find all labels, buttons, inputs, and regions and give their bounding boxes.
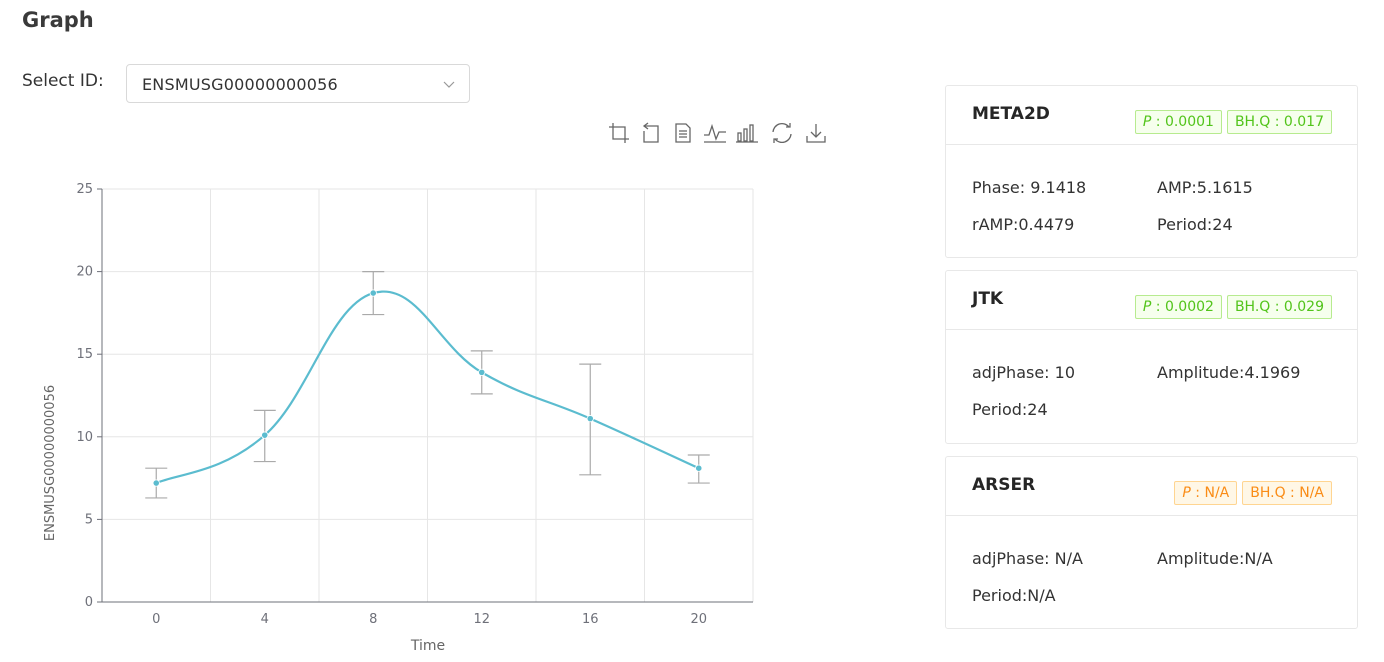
p-value-tag: P : 0.0001 <box>1134 110 1222 134</box>
amplitude-stat: Amplitude:N/A <box>1157 549 1273 568</box>
restore-button[interactable] <box>770 121 794 145</box>
chevron-down-icon <box>443 81 455 88</box>
p-value-tag: P : N/A <box>1174 481 1238 505</box>
data-point[interactable] <box>586 415 594 423</box>
x-tick-label: 0 <box>152 612 160 627</box>
x-tick-label: 12 <box>473 612 490 627</box>
y-tick-label: 0 <box>85 595 93 610</box>
restore-icon <box>772 123 792 143</box>
bhq-tag: BH.Q : N/A <box>1242 481 1332 505</box>
y-tick-label: 15 <box>76 347 93 362</box>
y-tick-label: 5 <box>85 512 93 527</box>
chart-axes: 0 5 10 15 20 25 0 4 8 12 16 20 <box>76 182 753 627</box>
y-tick-label: 10 <box>76 430 93 445</box>
significance-tags: P : 0.0001 BH.Q : 0.017 <box>1134 110 1332 134</box>
select-value: ENSMUSG00000000056 <box>142 75 338 94</box>
period-stat: Period:N/A <box>972 586 1056 605</box>
arser-card: ARSER P : N/A BH.Q : N/A adjPhase: N/A A… <box>945 456 1358 629</box>
page-title: Graph <box>22 8 94 32</box>
line-chart-button[interactable] <box>703 121 727 145</box>
significance-tags: P : N/A BH.Q : N/A <box>1174 481 1332 505</box>
chart-grid <box>102 188 754 602</box>
ramp-stat: rAMP:0.4479 <box>972 215 1075 234</box>
time-series-chart: 0 5 10 15 20 25 0 4 8 12 16 20 Time ENSMUSG00000000… <box>43 182 754 654</box>
zoom-icon <box>609 123 629 143</box>
data-point[interactable] <box>369 289 377 297</box>
data-point[interactable] <box>261 431 269 439</box>
significance-tags: P : 0.0002 BH.Q : 0.029 <box>1134 295 1332 319</box>
y-axis-title: ENSMUSG00000000056 <box>43 385 58 541</box>
period-stat: Period:24 <box>972 400 1048 419</box>
zoom-button[interactable] <box>607 121 631 145</box>
card-title: ARSER <box>972 475 1036 495</box>
period-stat: Period:24 <box>1157 215 1233 234</box>
bar-chart-button[interactable] <box>735 121 759 145</box>
bhq-tag: BH.Q : 0.017 <box>1226 110 1332 134</box>
zoom-reset-button[interactable] <box>639 121 663 145</box>
line-chart-icon <box>704 123 726 143</box>
amp-stat: AMP:5.1615 <box>1157 178 1253 197</box>
amplitude-stat: Amplitude:4.1969 <box>1157 363 1301 382</box>
card-title: META2D <box>972 104 1050 124</box>
card-header: ARSER P : N/A BH.Q : N/A <box>946 457 1357 516</box>
y-tick-label: 25 <box>76 182 93 197</box>
y-tick-label: 20 <box>76 265 93 280</box>
data-point[interactable] <box>695 464 703 472</box>
x-tick-label: 8 <box>369 612 377 627</box>
data-view-button[interactable] <box>671 121 695 145</box>
data-point[interactable] <box>152 479 160 487</box>
x-tick-label: 16 <box>582 612 599 627</box>
x-tick-label: 4 <box>261 612 269 627</box>
download-button[interactable] <box>804 121 828 145</box>
phase-stat: Phase: 9.1418 <box>972 178 1087 197</box>
card-header: JTK P : 0.0002 BH.Q : 0.029 <box>946 271 1357 330</box>
x-axis-title: Time <box>410 638 445 654</box>
gene-id-select[interactable]: ENSMUSG00000000056 <box>126 64 470 103</box>
x-tick-label: 20 <box>690 612 707 627</box>
bar-chart-icon <box>736 124 758 143</box>
adjphase-stat: adjPhase: N/A <box>972 549 1083 568</box>
jtk-card: JTK P : 0.0002 BH.Q : 0.029 adjPhase: 10… <box>945 270 1358 444</box>
data-points <box>152 289 703 487</box>
adjphase-stat: adjPhase: 10 <box>972 363 1076 382</box>
zoom-reset-icon <box>642 122 659 143</box>
download-icon <box>806 124 826 143</box>
card-header: META2D P : 0.0001 BH.Q : 0.017 <box>946 86 1357 145</box>
meta2d-card: META2D P : 0.0001 BH.Q : 0.017 Phase: 9.… <box>945 85 1358 258</box>
bhq-tag: BH.Q : 0.029 <box>1226 295 1332 319</box>
data-point[interactable] <box>478 368 486 376</box>
data-view-icon <box>675 123 691 143</box>
card-title: JTK <box>972 289 1004 309</box>
select-id-label: Select ID: <box>22 71 104 91</box>
p-value-tag: P : 0.0002 <box>1134 295 1222 319</box>
